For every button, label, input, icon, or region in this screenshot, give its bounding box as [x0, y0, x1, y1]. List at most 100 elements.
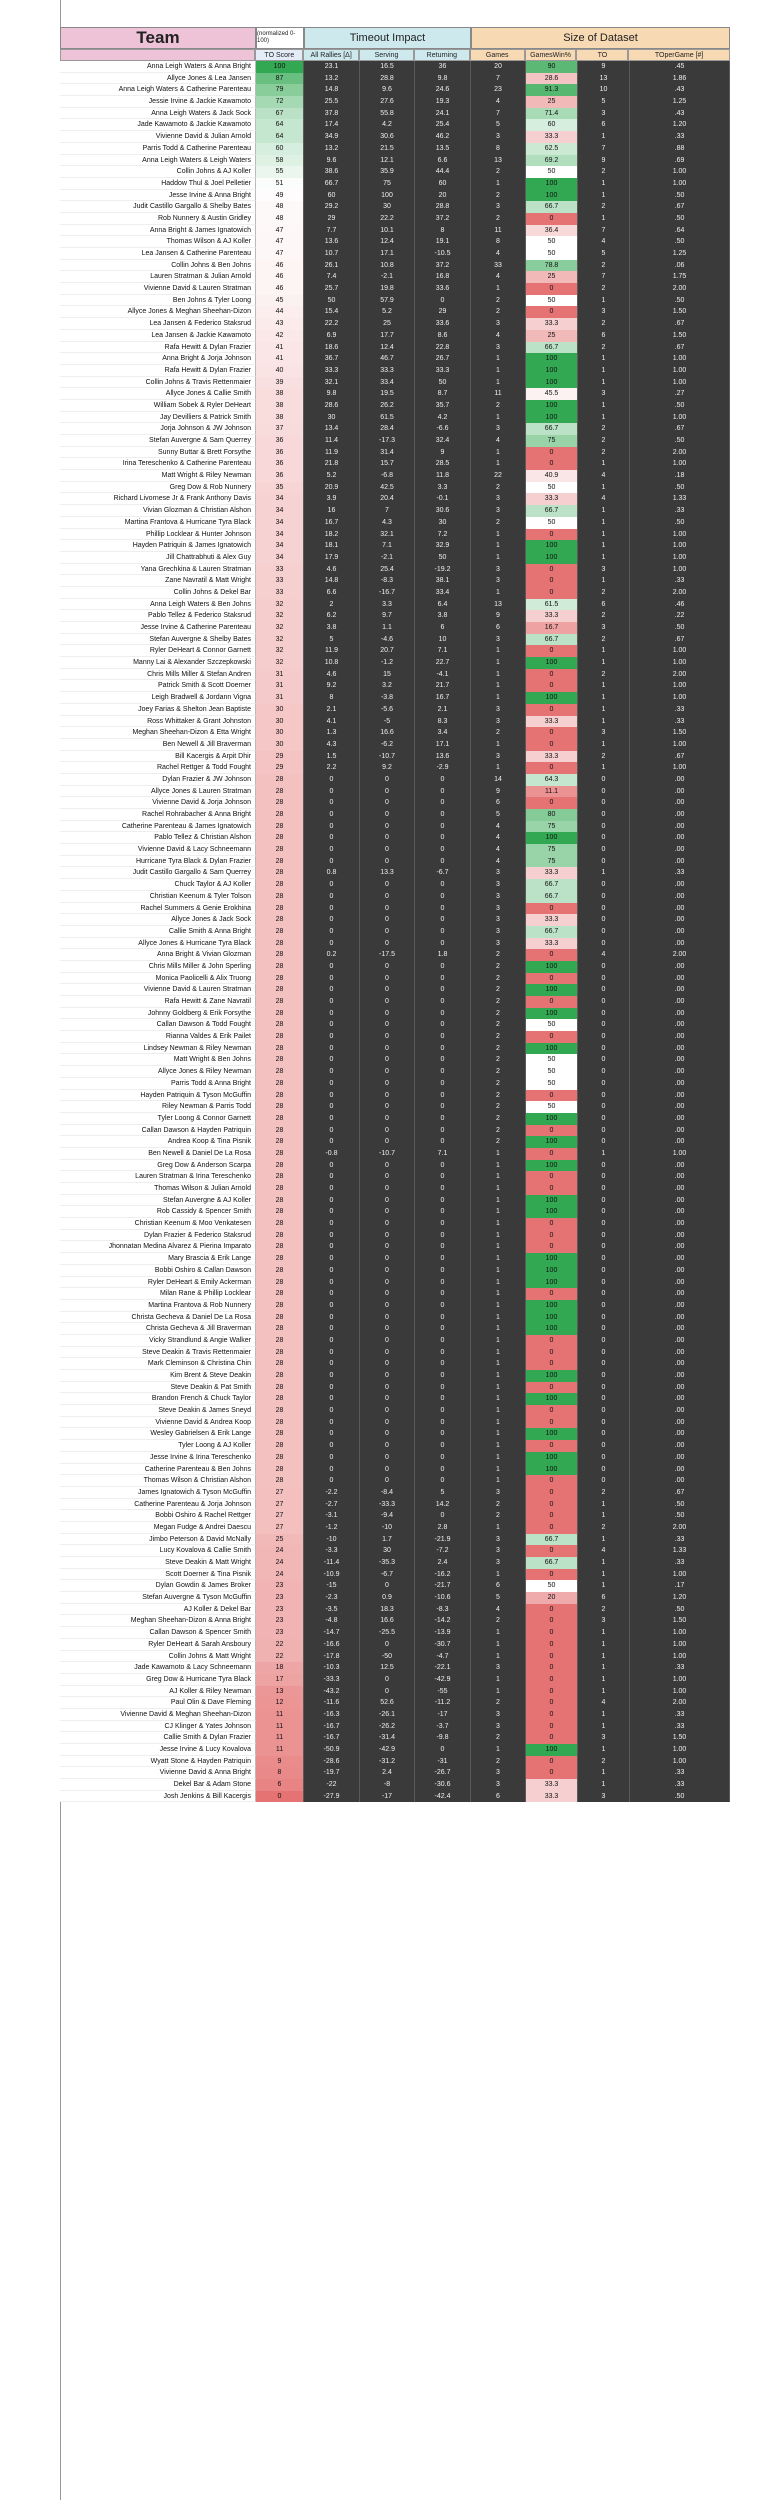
table-row: Catherine Parenteau & Ben Johns 28 0 0 0 1 100… [60, 1463, 730, 1476]
cell-all-rallies: 29 [304, 212, 360, 225]
table-row: Stefan Auvergne & Tyson McGuffin 23 -2.3 0.… [60, 1592, 730, 1604]
cell-games: 2 [471, 1031, 526, 1043]
cell-to-score: 36 [256, 435, 304, 447]
cell-serving: 0 [360, 1206, 415, 1219]
cell-to-per-game: 1.00 [630, 1638, 730, 1651]
cell-games-win: 0 [526, 1498, 578, 1511]
cell-all-rallies: -0.8 [304, 1147, 360, 1160]
cell-games: 2 [471, 996, 526, 1008]
cell-all-rallies: -27.9 [304, 1790, 360, 1803]
cell-games: 2 [471, 294, 526, 307]
cell-all-rallies: 0 [304, 937, 360, 950]
col-header-returning[interactable]: Returning [413, 49, 470, 61]
cell-to-per-game: .00 [630, 1463, 730, 1476]
table-row: Allyce Jones & Jack Sock 28 0 0 0 3 33.3 0.00 [60, 914, 730, 926]
cell-to-score: 72 [256, 96, 304, 108]
cell-to-score: 25 [256, 1533, 304, 1546]
col-header-to-score[interactable]: TO Score [255, 49, 304, 61]
cell-to-per-game: .33 [630, 1767, 730, 1780]
cell-to-score: 36 [256, 470, 304, 482]
cell-to: 0 [578, 773, 630, 786]
cell-to: 0 [578, 1288, 630, 1300]
cell-to-per-game: .22 [630, 610, 730, 622]
cell-serving: -6.2 [360, 738, 415, 751]
cell-games: 4 [471, 820, 526, 833]
team-header: Team [60, 27, 256, 49]
cell-games: 3 [471, 423, 526, 435]
cell-all-rallies: 4.6 [304, 668, 360, 681]
col-header-serving[interactable]: Serving [359, 49, 414, 61]
cell-games: 1 [471, 1159, 526, 1172]
cell-all-rallies: 0 [304, 1358, 360, 1370]
cell-team: Allyce Jones & Riley Newman [60, 1066, 256, 1078]
table-row: Riley Newman & Parris Todd 28 0 0 0 2 50 0.00 [60, 1101, 730, 1113]
cell-games: 3 [471, 1708, 526, 1721]
cell-to: 0 [578, 1393, 630, 1406]
cell-returning: 0 [415, 914, 471, 926]
cell-to-per-game: .00 [630, 1218, 730, 1230]
cell-returning: -10.5 [415, 248, 471, 260]
cell-all-rallies: 0 [304, 1183, 360, 1195]
cell-games: 9 [471, 610, 526, 622]
cell-to-score: 30 [256, 738, 304, 751]
cell-games: 6 [471, 1580, 526, 1593]
cell-returning: 0 [415, 996, 471, 1008]
cell-all-rallies: 38.6 [304, 166, 360, 178]
cell-to: 6 [578, 1592, 630, 1604]
cell-games: 1 [471, 1299, 526, 1312]
cell-team: Judit Castillo Gargallo & Shelby Bates [60, 201, 256, 213]
cell-games-win: 0 [526, 306, 578, 319]
cell-serving: -6.8 [360, 470, 415, 482]
cell-to-score: 36 [256, 446, 304, 459]
cell-to: 1 [578, 1720, 630, 1733]
cell-games-win: 0 [526, 797, 578, 809]
cell-games-win: 50 [526, 294, 578, 307]
table-row: Steve Deakin & Matt Wright 24 -11.4 -35.3 2.… [60, 1557, 730, 1569]
cell-serving: 0 [360, 1416, 415, 1429]
cell-to: 1 [578, 551, 630, 564]
cell-to-score: 28 [256, 1089, 304, 1102]
cell-games-win: 50 [526, 516, 578, 529]
cell-team: Chris Mills Miller & John Sperling [60, 960, 256, 973]
cell-all-rallies: 7.7 [304, 224, 360, 237]
cell-to-per-game: .00 [630, 1206, 730, 1219]
cell-to: 0 [578, 1323, 630, 1335]
cell-games-win: 66.7 [526, 341, 578, 354]
col-header-to-per-game[interactable]: TOperGame [#] [628, 49, 730, 61]
table-row: Rob Cassidy & Spencer Smith 28 0 0 0 1 100 0.00 [60, 1206, 730, 1219]
col-header-games[interactable]: Games [469, 49, 525, 61]
cell-team: Wyatt Stone & Hayden Patriquin [60, 1755, 256, 1768]
cell-to-per-game: 1.00 [630, 1744, 730, 1756]
cell-to-per-game: .33 [630, 505, 730, 517]
cell-team: Callie Smith & Anna Bright [60, 925, 256, 938]
cell-to-score: 28 [256, 1159, 304, 1172]
cell-games: 1 [471, 1685, 526, 1698]
cell-games-win: 0 [526, 1218, 578, 1230]
cell-to-score: 18 [256, 1662, 304, 1674]
cell-all-rallies: 0 [304, 1194, 360, 1207]
cell-games: 3 [471, 1779, 526, 1791]
table-row: Lauren Stratman & Julian Arnold 46 7.4 -2.1… [60, 271, 730, 284]
cell-to: 3 [578, 388, 630, 400]
cell-all-rallies: 18.6 [304, 341, 360, 354]
cell-games-win: 50 [526, 1101, 578, 1113]
cell-to-per-game: 1.00 [630, 657, 730, 669]
cell-to-score: 32 [256, 622, 304, 634]
cell-games-win: 50 [526, 236, 578, 248]
cell-to-score: 36 [256, 458, 304, 471]
cell-all-rallies: 0 [304, 1323, 360, 1335]
cell-team: Steve Deakin & Travis Rettenmaier [60, 1346, 256, 1359]
col-header-all-rallies[interactable]: All Rallies [Δ] [303, 49, 360, 61]
col-header-to[interactable]: TO [576, 49, 629, 61]
cell-games: 9 [471, 785, 526, 798]
col-header-games-win[interactable]: GamesWin% [524, 49, 577, 61]
table-row: Lindsey Newman & Riley Newman 28 0 0 0 2 100 0.… [60, 1042, 730, 1055]
cell-to: 0 [578, 879, 630, 891]
cell-games-win: 0 [526, 1334, 578, 1347]
cell-games: 1 [471, 645, 526, 658]
cell-to: 1 [578, 1510, 630, 1522]
cell-to: 0 [578, 1370, 630, 1382]
cell-serving: 0 [360, 1346, 415, 1359]
cell-returning: 4.2 [415, 411, 471, 424]
cell-games: 1 [471, 1206, 526, 1219]
